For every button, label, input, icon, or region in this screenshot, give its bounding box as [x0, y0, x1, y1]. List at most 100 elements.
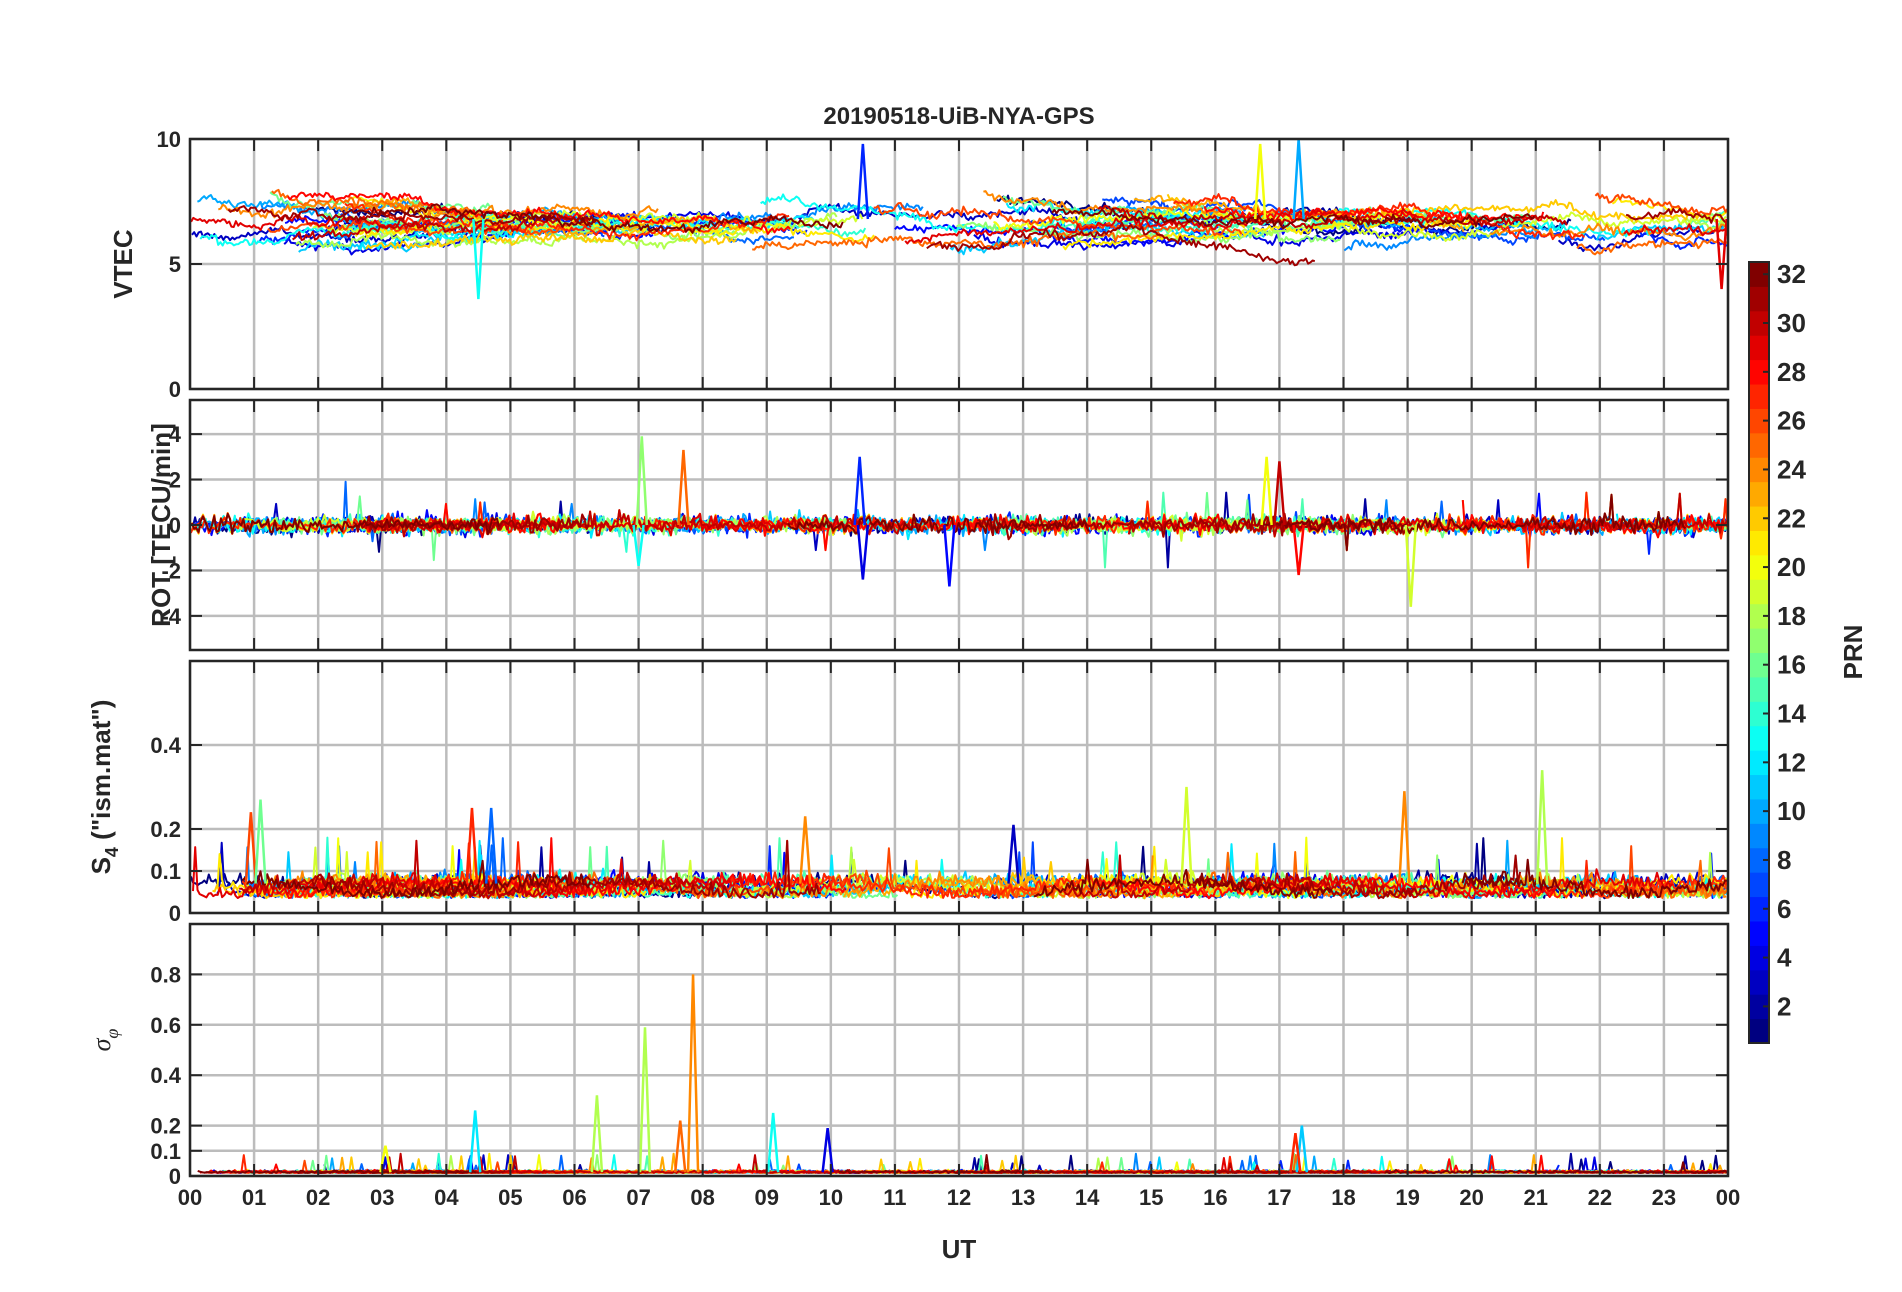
spike-trace — [468, 1110, 482, 1173]
colorbar-tick-label: 8 — [1777, 845, 1791, 875]
spike-trace — [1535, 770, 1549, 884]
x-tick-label: 17 — [1267, 1185, 1291, 1210]
colorbar-cell — [1749, 847, 1769, 873]
spike-trace — [254, 799, 267, 884]
colorbar-cell — [1749, 994, 1769, 1020]
spike-trace — [673, 1120, 687, 1173]
colorbar-cell — [1749, 359, 1769, 385]
x-tick-label: 02 — [306, 1185, 330, 1210]
x-tick-label: 03 — [370, 1185, 394, 1210]
figure-title: 20190518-UiB-NYA-GPS — [823, 103, 1094, 130]
sigma-phi-grid — [188, 924, 1730, 1178]
x-tick-label: 23 — [1652, 1185, 1676, 1210]
y-tick-label: 0.4 — [150, 733, 181, 758]
prn-trace — [1097, 204, 1568, 230]
colorbar-cell — [1749, 262, 1769, 287]
spike-trace — [856, 143, 870, 220]
y-tick-label: 4 — [169, 422, 182, 447]
colorbar-cell — [1749, 676, 1769, 702]
prn-trace — [1384, 1161, 1728, 1174]
colorbar-tick-label: 26 — [1777, 406, 1806, 436]
spike-trace — [635, 436, 649, 526]
prn-trace — [1198, 854, 1522, 900]
y-tick-label: 0 — [169, 901, 181, 926]
y-tick-label: 0.6 — [150, 1013, 181, 1038]
s4-grid — [188, 661, 1730, 915]
colorbar-tick-label: 14 — [1777, 699, 1806, 729]
colorbar-frame — [1748, 261, 1770, 1044]
spike-trace — [590, 1095, 604, 1173]
y-tick-label: 0.8 — [150, 962, 181, 987]
prn-trace — [1489, 222, 1728, 242]
spike-trace — [677, 449, 690, 526]
x-tick-label: 22 — [1588, 1185, 1612, 1210]
colorbar-tick-label: 18 — [1777, 601, 1806, 631]
colorbar-cell — [1749, 945, 1769, 971]
colorbar-cell — [1749, 920, 1769, 946]
prn-trace — [715, 202, 924, 224]
spike-trace — [1180, 786, 1193, 884]
vtec-y-ticks: 0 5 10 — [157, 127, 1728, 402]
x-tick-label: 01 — [242, 1185, 266, 1210]
colorbar-tick-label: 16 — [1777, 650, 1806, 680]
colorbar-tick-label: 24 — [1777, 454, 1806, 484]
colorbar-label: PRN — [1838, 625, 1868, 680]
prn-trace — [1623, 223, 1728, 237]
prn-trace — [752, 229, 1163, 251]
spike-trace — [821, 1127, 834, 1173]
spike-trace — [484, 807, 498, 884]
prn-trace — [364, 509, 928, 538]
sigma-phi-x-ticks — [189, 924, 1729, 1176]
spike-trace — [465, 807, 479, 884]
colorbar-cell — [1749, 896, 1769, 922]
colorbar-tick-label: 6 — [1777, 894, 1791, 924]
y-tick-label: 0 — [169, 377, 181, 402]
colorbar-tick-label: 32 — [1777, 259, 1806, 289]
spike-trace — [766, 1112, 780, 1173]
y-tick-label: 0.1 — [150, 1139, 181, 1164]
colorbar-cell — [1749, 701, 1769, 727]
spike-trace — [632, 524, 645, 567]
y-tick-label: 5 — [169, 252, 181, 277]
prn-trace — [759, 839, 1154, 900]
prn-trace — [239, 839, 725, 900]
y-tick-label: 10 — [157, 127, 181, 152]
spike-trace — [686, 974, 700, 1173]
x-tick-label: 21 — [1524, 1185, 1548, 1210]
colorbar-tick-label: 12 — [1777, 747, 1806, 777]
spike-trace — [1007, 824, 1020, 884]
colorbar-tick-label: 22 — [1777, 503, 1806, 533]
colorbar-cell — [1749, 969, 1769, 995]
rot-panel: -4 -2 0 2 4 ROT [TECU/min] — [146, 398, 1730, 652]
rot-x-ticks — [189, 400, 1729, 650]
colorbar-cell — [1749, 384, 1769, 409]
x-tick-label: 10 — [819, 1185, 843, 1210]
prn-trace — [1307, 211, 1727, 242]
prn-trace — [241, 859, 592, 899]
y-tick-label: 0.2 — [150, 817, 181, 842]
vtec-panel: 0 5 10 VTEC — [108, 127, 1730, 402]
colorbar-cell — [1749, 579, 1769, 605]
x-tick-label: 06 — [562, 1185, 586, 1210]
colorbar-tick-label: 20 — [1777, 552, 1806, 582]
colorbar-cell — [1749, 628, 1769, 653]
colorbar-cells — [1749, 262, 1769, 1044]
spike-trace — [1273, 461, 1286, 526]
sigma-phi-y-ticks: 00.10.2 0.4 0.6 0.8 — [150, 962, 1728, 1189]
prn-trace — [926, 221, 1316, 267]
x-tick-labels: 00 01 02 03 04 05 06 07 08 09 10 11 12 13 14 15 16 17 18 19… — [178, 1185, 1740, 1210]
y-tick-label: 0.1 — [150, 859, 181, 884]
prn-trace — [1519, 492, 1728, 534]
spike-trace — [943, 524, 956, 587]
prn-trace — [1237, 868, 1674, 899]
colorbar-cell — [1749, 554, 1769, 580]
colorbar-cell — [1749, 1018, 1769, 1044]
spike-trace — [1292, 139, 1305, 220]
x-tick-label: 08 — [690, 1185, 714, 1210]
rot-y-ticks: -4 -2 0 2 4 — [161, 422, 1728, 629]
colorbar-tick-label: 28 — [1777, 357, 1806, 387]
x-axis-label: UT — [942, 1234, 977, 1264]
